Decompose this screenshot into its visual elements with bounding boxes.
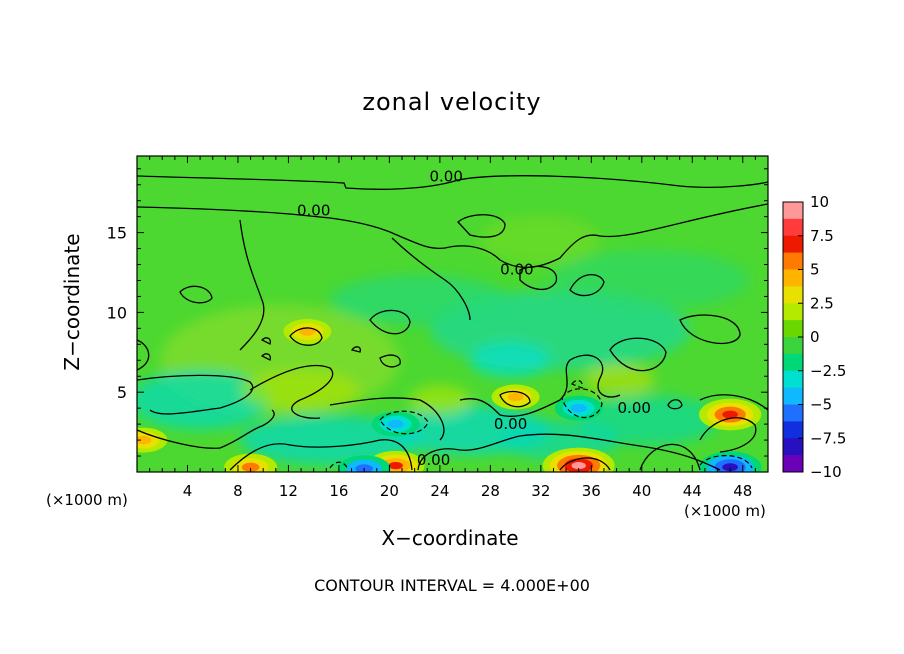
colorbar-tick-label: −7.5 [810,429,846,447]
colorbar-tick-label: −5 [810,396,832,414]
colorbar: 10 7.5 5 2.5 0 −2.5 −5 −7.5 −10 [782,193,846,481]
colorbar-swatch [783,320,803,338]
colorbar-swatch [783,269,803,287]
x-tick-label: 4 [183,482,193,500]
contour-label: 0.00 [500,260,533,278]
contour-label: 0.00 [297,201,330,219]
x-tick-label: 20 [380,482,399,500]
feature-ring [241,462,260,472]
field-feature [137,427,168,453]
colorbar-swatch [783,353,803,372]
y-axis: 5 10 15 [107,168,768,457]
velocity-field [137,156,768,472]
y-tick-label: 5 [117,383,127,402]
colorbar-tick-label: −10 [810,463,842,481]
field-feature [224,453,277,472]
feature-ring [507,392,524,402]
x-tick-label: 36 [582,482,601,500]
colorbar-swatch [783,455,803,473]
x-unit-label-right: (×1000 m) [684,502,766,520]
field-feature [542,447,615,472]
x-unit-label-left: (×1000 m) [46,491,128,509]
contour-interval-text: CONTOUR INTERVAL = 4.000E+00 [314,576,590,595]
colorbar-swatch [783,421,803,439]
contour-label: 0.00 [429,168,462,186]
colorbar-swatch [783,218,803,237]
colorbar-tick-label: −2.5 [810,362,846,380]
field-feature [337,455,391,472]
negative-contours [329,379,753,471]
feature-ring [722,410,738,419]
contour-label: 0.00 [417,451,450,469]
chart-title: zonal velocity [362,88,542,116]
feature-ring [722,463,738,472]
colorbar-swatch [783,303,803,321]
contour-label: 0.00 [494,415,527,433]
x-axis-label: X−coordinate [381,526,519,550]
x-tick-label: 8 [233,482,243,500]
field-feature [698,398,762,431]
x-tick-label: 32 [531,482,550,500]
colorbar-swatch [783,404,803,422]
x-tick-label: 40 [632,482,651,500]
contour-label: 0.00 [618,399,651,417]
x-axis: 4 8 12 16 20 24 28 32 36 40 44 48 [149,156,756,500]
colorbar-swatch [783,235,803,254]
colorbar-swatch [783,370,803,389]
feature-ring [299,327,316,336]
feature-ring [571,462,586,470]
y-axis-label: Z−coordinate [60,233,84,371]
colorbar-tick-label: 7.5 [810,227,834,245]
colorbar-swatch [783,286,803,304]
colorbar-swatch [783,438,803,456]
colorbar-tick-label: 5 [810,261,820,279]
x-tick-label: 12 [279,482,298,500]
contour-lines [137,175,768,471]
colorbar-tick-label: 2.5 [810,294,834,312]
feature-ring [137,435,152,445]
colorbar-swatch [783,387,803,405]
x-tick-label: 24 [430,482,449,500]
feature-ring [570,403,587,413]
y-tick-label: 10 [107,303,127,322]
feature-ring [387,419,404,429]
field-feature [491,384,540,410]
x-tick-label: 28 [481,482,500,500]
colorbar-tick-label: 10 [810,193,829,211]
colorbar-swatch [783,202,803,220]
colorbar-swatch [783,337,803,355]
x-tick-label: 16 [329,482,348,500]
colorbar-swatch [783,252,803,270]
feature-ring [388,461,403,470]
x-tick-label: 48 [733,482,752,500]
contour-labels: 0.00 0.00 0.00 0.00 0.00 0.00 [297,168,651,469]
x-tick-label: 44 [683,482,702,500]
colorbar-tick-label: 0 [810,328,820,346]
field-feature [283,319,332,345]
y-tick-label: 15 [107,224,127,243]
